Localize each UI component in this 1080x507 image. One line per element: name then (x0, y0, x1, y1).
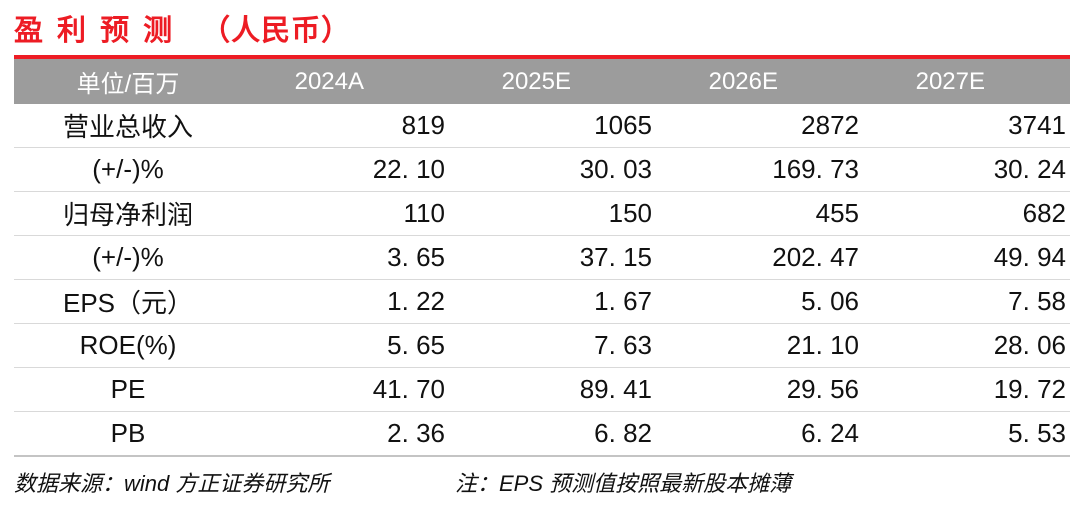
cell-value: 3741 (863, 104, 1070, 148)
cell-value: 7. 63 (449, 323, 656, 368)
table-row-net-profit-growth: (+/-)% 3. 65 37. 15 202. 47 49. 94 (14, 235, 1070, 280)
cell-value: 1065 (449, 104, 656, 148)
cell-value: 30. 03 (449, 147, 656, 192)
cell-value: 169. 73 (656, 147, 863, 192)
cell-value: 3. 65 (242, 235, 449, 280)
cell-value: 6. 82 (449, 411, 656, 457)
page-title-text: 盈 利 预 测 (14, 15, 176, 47)
cell-value: 19. 72 (863, 367, 1070, 412)
cell-value: 1. 67 (449, 279, 656, 324)
header-cell-2025e: 2025E (449, 59, 656, 104)
row-label: PB (14, 411, 242, 457)
row-label: ROE(%) (14, 323, 242, 368)
cell-value: 110 (242, 191, 449, 236)
title-divider-rule (14, 55, 1070, 59)
cell-value: 2872 (656, 104, 863, 148)
data-source-note: 数据来源：wind 方正证券研究所 (14, 471, 330, 496)
profit-forecast-table: 单位/百万 2024A 2025E 2026E 2027E 营业总收入 819 … (14, 59, 1070, 457)
header-cell-2024a: 2024A (242, 59, 449, 104)
cell-value: 202. 47 (656, 235, 863, 280)
row-label: (+/-)% (14, 235, 242, 280)
cell-value: 6. 24 (656, 411, 863, 457)
table-footnotes: 数据来源：wind 方正证券研究所 注：EPS 预测值按照最新股本摊薄 (14, 466, 1070, 498)
cell-value: 5. 65 (242, 323, 449, 368)
row-label: 营业总收入 (14, 104, 242, 148)
cell-value: 37. 15 (449, 235, 656, 280)
cell-value: 29. 56 (656, 367, 863, 412)
cell-value: 819 (242, 104, 449, 148)
table-row-eps: EPS（元） 1. 22 1. 67 5. 06 7. 58 (14, 279, 1070, 324)
table-row-net-profit: 归母净利润 110 150 455 682 (14, 191, 1070, 236)
cell-value: 7. 58 (863, 279, 1070, 324)
table-row-roe: ROE(%) 5. 65 7. 63 21. 10 28. 06 (14, 323, 1070, 368)
eps-dilution-note: 注：EPS 预测值按照最新股本摊薄 (455, 471, 792, 496)
table-row-pe: PE 41. 70 89. 41 29. 56 19. 72 (14, 367, 1070, 412)
row-label: 归母净利润 (14, 191, 242, 236)
cell-value: 21. 10 (656, 323, 863, 368)
cell-value: 682 (863, 191, 1070, 236)
cell-value: 5. 53 (863, 411, 1070, 457)
cell-value: 28. 06 (863, 323, 1070, 368)
table-row-pb: PB 2. 36 6. 82 6. 24 5. 53 (14, 411, 1070, 457)
row-label: (+/-)% (14, 147, 242, 192)
cell-value: 2. 36 (242, 411, 449, 457)
cell-value: 89. 41 (449, 367, 656, 412)
cell-value: 455 (656, 191, 863, 236)
header-cell-unit: 单位/百万 (14, 59, 242, 104)
cell-value: 1. 22 (242, 279, 449, 324)
table-header-row: 单位/百万 2024A 2025E 2026E 2027E (14, 59, 1070, 104)
cell-value: 41. 70 (242, 367, 449, 412)
page-title-currency-unit: （人民币） (201, 15, 352, 47)
cell-value: 22. 10 (242, 147, 449, 192)
page-title: 盈 利 预 测 （人民币） (14, 8, 1070, 55)
row-label: PE (14, 367, 242, 412)
table-row-total-revenue: 营业总收入 819 1065 2872 3741 (14, 104, 1070, 148)
header-cell-2027e: 2027E (863, 59, 1070, 104)
table-row-revenue-growth: (+/-)% 22. 10 30. 03 169. 73 30. 24 (14, 147, 1070, 192)
cell-value: 150 (449, 191, 656, 236)
cell-value: 30. 24 (863, 147, 1070, 192)
cell-value: 49. 94 (863, 235, 1070, 280)
header-cell-2026e: 2026E (656, 59, 863, 104)
cell-value: 5. 06 (656, 279, 863, 324)
row-label: EPS（元） (14, 279, 242, 324)
